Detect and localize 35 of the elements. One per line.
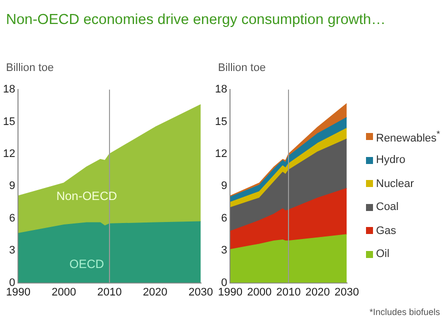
chart-title: Non-OECD economies drive energy consumption growth… (6, 12, 386, 28)
x-tick-label: 2020 (305, 286, 330, 298)
y-tick-label: 3 (9, 244, 16, 257)
y-tick-label: 12 (214, 148, 228, 160)
y-tick-label: 6 (221, 212, 228, 224)
legend-label: Coal (376, 201, 399, 214)
x-tick-label: 2020 (142, 286, 168, 298)
y-tick-label: 15 (2, 116, 16, 128)
x-tick-label: 2030 (334, 286, 360, 298)
y-tick-label: 15 (214, 116, 228, 128)
x-tick-label: 2000 (247, 286, 272, 298)
x-tick-label: 2010 (97, 286, 122, 298)
series-label: OECD (69, 257, 104, 272)
text: *Includes biofuels (369, 307, 440, 317)
y-tick-label: 9 (9, 180, 16, 192)
x-tick-label: 2010 (276, 286, 301, 298)
x-tick-label: 2000 (52, 286, 76, 298)
y-tick-label: 3 (221, 244, 228, 257)
y-axis-title: Billion toe (218, 62, 266, 74)
legend-label: Renewables$^{*}$ (376, 128, 440, 145)
legend-label: Oil (376, 248, 390, 260)
y-tick-label: 18 (2, 84, 16, 96)
legend-label: Nuclear (376, 178, 414, 190)
x-tick-label: 1990 (6, 286, 30, 298)
y-axis-title: Billion toe (6, 62, 54, 74)
legend-label: Gas (376, 224, 396, 237)
y-tick-label: 0 (9, 276, 16, 289)
legend-label: Hydro (376, 154, 406, 166)
x-tick-label: 2030 (188, 286, 214, 298)
x-tick-label: 1990 (218, 286, 242, 298)
y-tick-label: 12 (2, 148, 16, 160)
y-tick-label: 18 (214, 84, 228, 96)
y-tick-label: 9 (221, 180, 228, 192)
y-tick-label: 6 (9, 212, 16, 224)
y-tick-label: 0 (221, 276, 228, 289)
